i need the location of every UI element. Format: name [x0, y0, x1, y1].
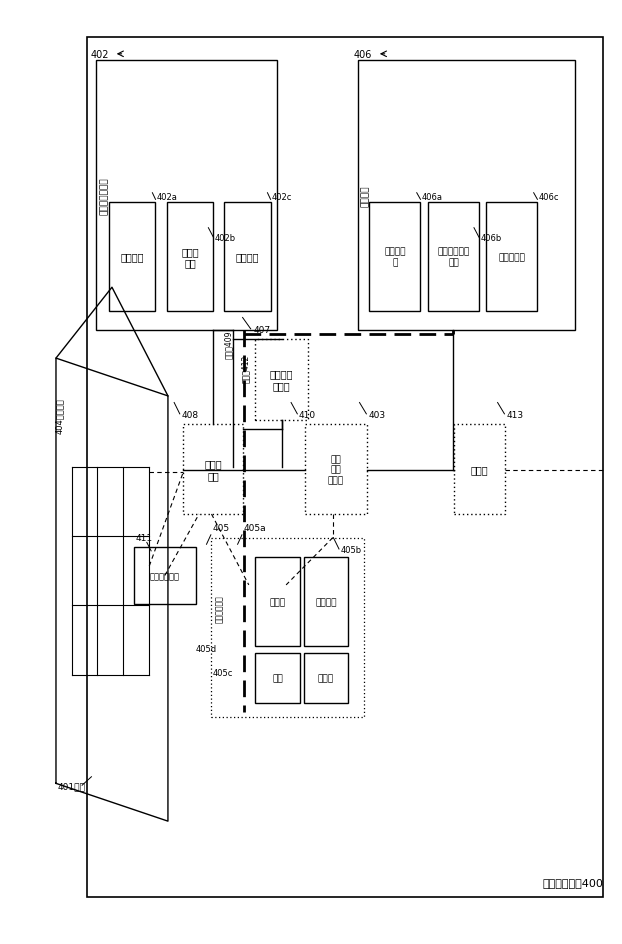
FancyBboxPatch shape — [369, 203, 420, 312]
FancyBboxPatch shape — [454, 425, 505, 514]
Text: 蓄電
装置
制御部: 蓄電 装置 制御部 — [328, 455, 344, 484]
Text: 蓄電システム400: 蓄電システム400 — [542, 877, 603, 887]
Text: スマート
メータ: スマート メータ — [270, 369, 293, 391]
Text: 402b: 402b — [215, 234, 236, 243]
Text: 413: 413 — [506, 411, 524, 419]
Text: 401住宅: 401住宅 — [57, 782, 85, 790]
Text: 情報網412: 情報網412 — [241, 354, 249, 382]
Text: 405: 405 — [213, 524, 230, 532]
FancyBboxPatch shape — [211, 538, 364, 717]
FancyBboxPatch shape — [304, 653, 348, 703]
Text: テレビ: テレビ — [318, 674, 334, 683]
Text: 集中型電力系統: 集中型電力系統 — [100, 177, 109, 214]
Text: 電力消費装置: 電力消費装置 — [215, 595, 223, 623]
FancyBboxPatch shape — [183, 425, 243, 514]
Text: 410: 410 — [299, 411, 316, 419]
Text: 411: 411 — [136, 533, 153, 542]
Text: 406c: 406c — [539, 194, 559, 202]
FancyBboxPatch shape — [255, 653, 300, 703]
Text: 原子力
発電: 原子力 発電 — [181, 246, 199, 268]
Text: 電気自動
車: 電気自動 車 — [384, 247, 406, 267]
FancyBboxPatch shape — [167, 203, 213, 312]
FancyBboxPatch shape — [109, 203, 156, 312]
FancyBboxPatch shape — [87, 38, 603, 897]
Text: 405b: 405b — [341, 546, 362, 554]
Text: 406a: 406a — [422, 194, 443, 202]
FancyBboxPatch shape — [305, 425, 367, 514]
Text: 404発電装置: 404発電装置 — [55, 397, 63, 433]
Text: 各種センサー: 各種センサー — [150, 571, 180, 581]
Text: 403: 403 — [368, 411, 386, 419]
FancyBboxPatch shape — [134, 548, 196, 604]
Text: 407: 407 — [254, 326, 271, 334]
Text: 電気バイク: 電気バイク — [498, 253, 526, 261]
Text: 405c: 405c — [213, 668, 233, 677]
Text: 電動車両: 電動車両 — [361, 185, 370, 207]
FancyBboxPatch shape — [255, 557, 300, 647]
Text: 408: 408 — [182, 411, 199, 419]
Text: 水力発電: 水力発電 — [236, 252, 259, 262]
Text: 電力網409: 電力網409 — [225, 330, 233, 359]
Text: バス: バス — [272, 674, 283, 683]
FancyBboxPatch shape — [96, 61, 277, 330]
FancyBboxPatch shape — [304, 557, 348, 647]
Text: 402c: 402c — [272, 194, 292, 202]
Text: 405d: 405d — [195, 645, 216, 653]
FancyBboxPatch shape — [486, 203, 537, 312]
Text: 406b: 406b — [480, 234, 501, 243]
Text: ハイブリッド
カー: ハイブリッド カー — [437, 247, 470, 267]
FancyBboxPatch shape — [358, 61, 575, 330]
Text: 冷蔵庫: 冷蔵庫 — [269, 598, 285, 606]
Text: 406: 406 — [353, 50, 372, 59]
Text: パワー
ハブ: パワー ハブ — [204, 459, 222, 480]
Text: 405a: 405a — [244, 524, 266, 532]
FancyBboxPatch shape — [224, 203, 271, 312]
FancyBboxPatch shape — [428, 203, 479, 312]
FancyBboxPatch shape — [255, 340, 308, 420]
Text: 402: 402 — [90, 50, 109, 59]
Text: 火力発電: 火力発電 — [121, 252, 144, 262]
Text: 402a: 402a — [157, 194, 178, 202]
Text: エアコン: エアコン — [315, 598, 337, 606]
Text: サーバ: サーバ — [471, 464, 488, 475]
